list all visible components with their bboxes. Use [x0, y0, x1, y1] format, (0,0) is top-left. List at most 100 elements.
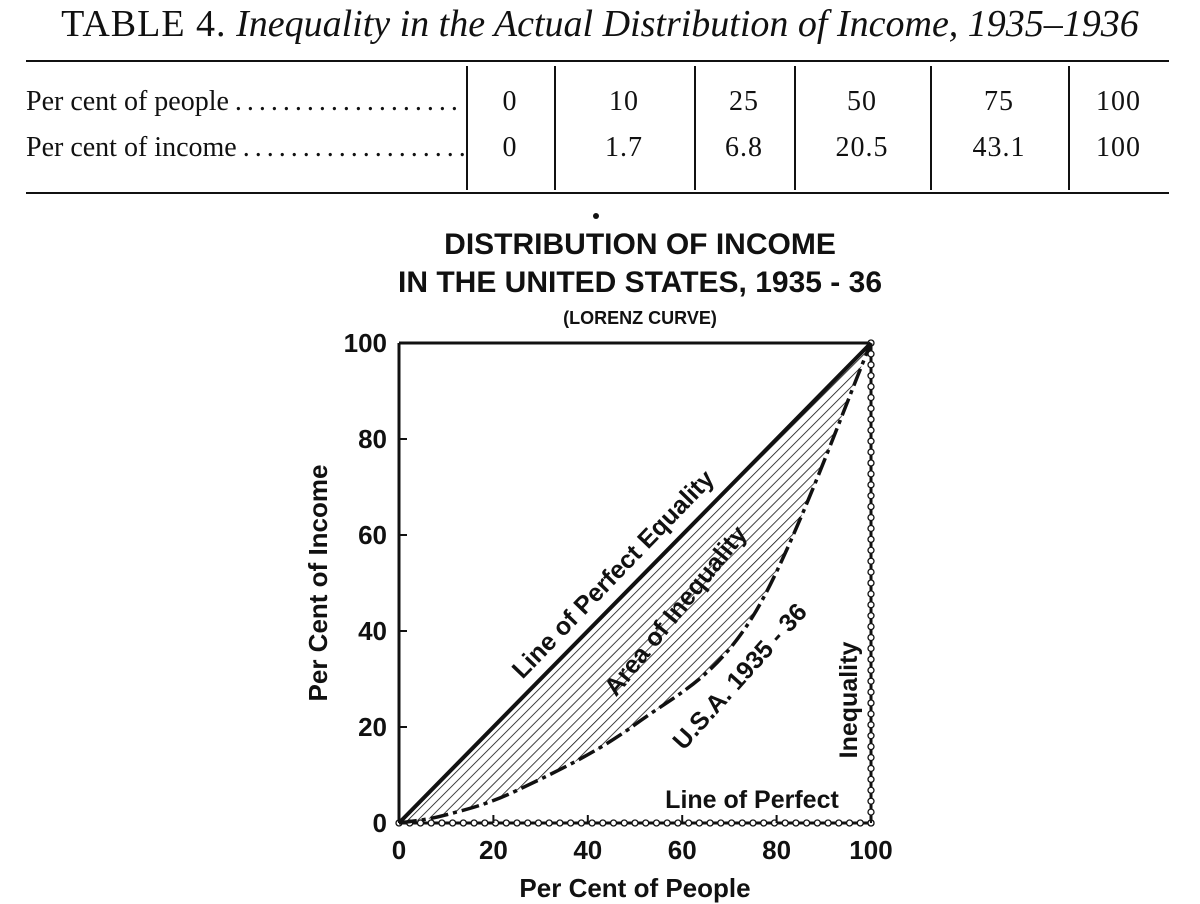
inequality-chain-link — [867, 732, 875, 740]
inequality-chain-link — [867, 448, 875, 456]
table-cell: 100 — [1096, 132, 1141, 163]
inequality-chain-link — [867, 808, 875, 816]
y-axis-label: Per Cent of Income — [303, 465, 333, 702]
table-cell: 100 — [1096, 86, 1141, 117]
table-cell: 50 — [847, 86, 877, 117]
inequality-chain-link — [867, 688, 875, 696]
inequality-chain-link — [706, 819, 714, 827]
series-usa-1935-36 — [398, 342, 873, 825]
inequality-chain-link — [470, 819, 478, 827]
inequality-chain-link — [867, 372, 875, 380]
inequality-chain-link — [867, 361, 875, 369]
x-axis-label: Per Cent of People — [519, 873, 750, 903]
inequality-chain-link — [781, 819, 789, 827]
inequality-chain-link — [867, 546, 875, 554]
inequality-chain-link — [867, 590, 875, 598]
inequality-chain-link — [717, 819, 725, 827]
inequality-chain-link — [502, 819, 510, 827]
table-cell: 1.7 — [605, 132, 643, 163]
inequality-chain-link — [867, 644, 875, 653]
chart-title: DISTRIBUTION OF INCOME — [444, 228, 836, 261]
table-cell: 43.1 — [972, 132, 1026, 163]
inequality-chain-link — [534, 819, 543, 827]
inequality-chain-link — [867, 699, 875, 707]
inequality-chain-link — [566, 819, 575, 827]
inequality-chain-link — [556, 819, 564, 827]
x-tick-label: 60 — [668, 835, 697, 865]
inequality-chain-link — [867, 786, 875, 794]
inequality-chain-link — [867, 426, 875, 434]
inequality-chain-link — [867, 404, 875, 413]
inequality-chain-link — [867, 437, 875, 445]
inequality-chain-link — [459, 819, 468, 827]
inequality-chain-link — [856, 819, 864, 827]
table-divider — [794, 66, 796, 190]
inequality-chain-link — [727, 819, 736, 827]
inequality-chain-link — [674, 819, 682, 827]
x-tick-label: 20 — [479, 835, 508, 865]
inequality-chain-link — [545, 819, 553, 827]
inequality-chain-link — [867, 655, 875, 664]
inequality-chain-link — [867, 612, 875, 620]
inequality-chain-link — [867, 535, 875, 544]
inequality-chain-link — [867, 742, 875, 751]
inequality-chain-link — [867, 666, 875, 674]
chart-subtitle: IN THE UNITED STATES, 1935 - 36 — [398, 266, 882, 299]
inequality-chain-link — [867, 677, 875, 685]
table-divider — [554, 66, 556, 190]
inequality-chain-link — [867, 775, 875, 784]
table-cell: 20.5 — [835, 132, 889, 163]
inequality-chain-link — [481, 819, 489, 827]
inequality-chain-link — [867, 568, 875, 576]
annotation-inequality: Inequality — [835, 642, 863, 759]
inequality-chain-link — [599, 819, 607, 827]
inequality-chain-link — [867, 470, 875, 478]
inequality-chain-link — [802, 819, 811, 827]
y-tick-label: 0 — [373, 808, 387, 838]
table-top-rule — [26, 60, 1169, 62]
y-tick-label: 60 — [358, 520, 387, 550]
table-cell: 0 — [502, 86, 518, 117]
inequality-chain-link — [867, 459, 875, 467]
inequality-chain-link — [867, 393, 875, 402]
table-cell: 10 — [609, 86, 639, 117]
inequality-chain-link — [867, 557, 875, 565]
inequality-chain-link — [867, 382, 875, 391]
series-perfect-equality — [397, 341, 873, 825]
table-bottom-rule — [26, 192, 1169, 194]
inequality-chain-link — [738, 819, 746, 827]
inequality-chain-link — [588, 819, 596, 827]
y-tick-label: 100 — [344, 328, 387, 358]
row-label-people: Per cent of people — [26, 86, 464, 118]
inequality-chain-link — [427, 819, 435, 827]
inequality-chain-link — [845, 819, 854, 827]
inequality-chain-link — [867, 797, 875, 805]
inequality-chain-link — [867, 579, 875, 587]
inequality-chain-link — [867, 415, 875, 424]
inequality-chain-link — [867, 481, 875, 489]
table-cell: 75 — [984, 86, 1014, 117]
row-label-income: Per cent of income — [26, 132, 464, 164]
inequality-chain-link — [749, 819, 757, 827]
table-cell: 0 — [502, 132, 518, 163]
chart-note: (LORENZ CURVE) — [563, 308, 717, 328]
decorative-dot — [593, 213, 599, 219]
inequality-chain-link — [835, 819, 843, 827]
inequality-chain-link — [631, 819, 639, 827]
table-caption: TABLE 4. Inequality in the Actual Distri… — [0, 2, 1200, 46]
inequality-chain-link — [792, 819, 800, 827]
inequality-chain-link — [620, 819, 628, 827]
annotation-line-of-perfect: Line of Perfect — [665, 786, 839, 814]
table-divider — [1068, 66, 1070, 190]
inequality-chain-link — [652, 819, 661, 827]
inequality-chain-link — [867, 513, 875, 522]
inequality-chain-link — [524, 819, 532, 827]
x-tick-label: 0 — [392, 835, 406, 865]
table-divider — [466, 66, 468, 190]
inequality-chain-link — [867, 502, 875, 511]
income-table: Per cent of people 0 10 25 50 75 100 Per… — [26, 66, 1169, 190]
y-tick-label: 80 — [358, 424, 387, 454]
inequality-chain-link — [438, 819, 446, 827]
inequality-chain-link — [642, 819, 650, 827]
table-title: Inequality in the Actual Distribution of… — [236, 3, 1139, 45]
